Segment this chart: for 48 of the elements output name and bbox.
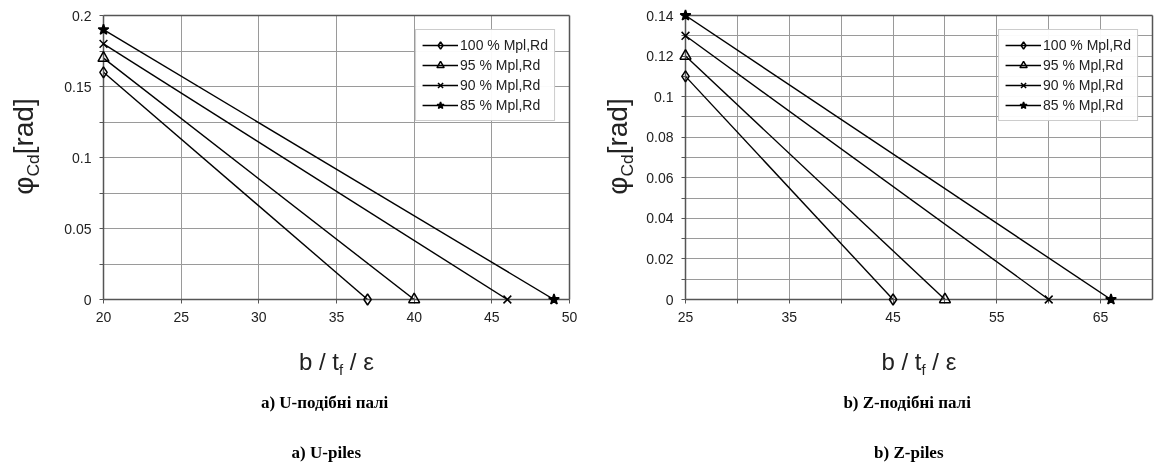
x-tick-label: 55	[989, 308, 1005, 325]
y-tick-label: 0.14	[646, 7, 674, 24]
x-tick-label: 35	[328, 308, 345, 325]
x-tick-label: 45	[885, 308, 902, 325]
point	[97, 23, 110, 35]
x-tick-label: 25	[677, 308, 694, 325]
y-tick-label: 0.04	[646, 210, 674, 227]
legend-label: 85 % Mpl,Rd	[1043, 97, 1124, 113]
y-axis-title: φCd[rad]	[7, 98, 43, 195]
x-tick-label: 50	[561, 308, 578, 325]
y-axis-title: φCd[rad]	[601, 98, 637, 195]
y-tick-label: 0.08	[646, 129, 674, 146]
y-tick-label: 0	[83, 291, 92, 308]
y-tick-label: 0.12	[646, 48, 674, 65]
x-tick-label: 35	[781, 308, 798, 325]
legend-label: 90 % Mpl,Rd	[1043, 77, 1124, 93]
legend-label: 100 % Mpl,Rd	[1043, 37, 1131, 53]
y-tick-label: 0.1	[654, 88, 674, 105]
text: b) Z-piles	[874, 442, 944, 462]
point	[547, 293, 560, 305]
x-tick-label: 45	[484, 308, 500, 325]
x-tick-label: 20	[95, 308, 112, 325]
legend-label: 100 % Mpl,Rd	[460, 37, 548, 53]
x-tick-label: 65	[1092, 308, 1109, 325]
y-tick-label: 0.02	[646, 250, 674, 267]
point	[680, 31, 691, 41]
legend-label: 90 % Mpl,Rd	[460, 77, 541, 93]
x-tick-label: 25	[173, 308, 190, 325]
point	[1044, 294, 1054, 305]
point	[98, 39, 109, 49]
x-tick-label: 40	[406, 308, 423, 325]
text: b) Z-подібні палі	[843, 392, 972, 412]
legend-label: 95 % Mpl,Rd	[460, 57, 541, 73]
y-tick-label: 0.06	[646, 169, 674, 186]
text: a) U-подібні палі	[260, 392, 389, 412]
y-tick-label: 0.05	[64, 220, 92, 237]
point	[502, 294, 513, 305]
point	[679, 9, 692, 21]
y-tick-label: 0.1	[72, 149, 92, 166]
x-tick-label: 30	[251, 308, 267, 325]
y-tick-label: 0.2	[72, 7, 92, 24]
legend-label: 95 % Mpl,Rd	[1043, 57, 1124, 73]
legend-label: 85 % Mpl,Rd	[460, 97, 541, 113]
y-tick-label: 0.15	[64, 78, 92, 95]
text: a) U-piles	[291, 442, 362, 462]
y-tick-label: 0	[665, 291, 674, 308]
point	[1105, 293, 1117, 305]
point	[888, 293, 898, 306]
